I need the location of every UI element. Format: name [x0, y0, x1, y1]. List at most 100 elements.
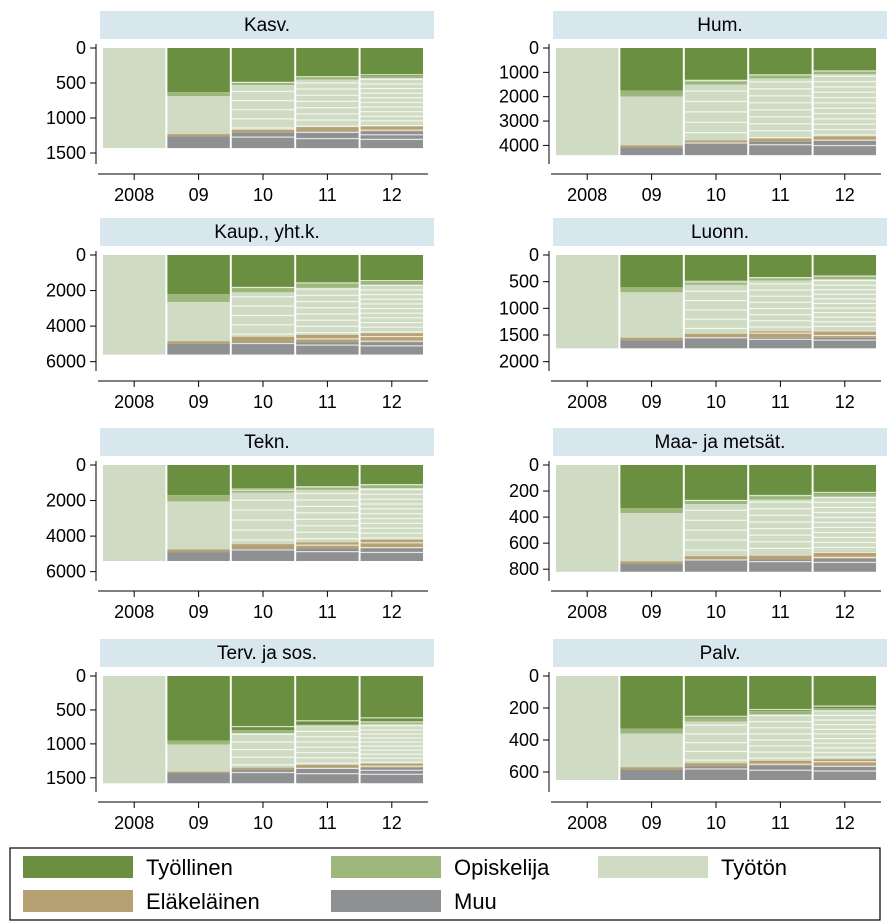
bar-segment [620, 507, 683, 514]
transition-stripe [813, 330, 877, 332]
transition-stripe [684, 549, 748, 551]
transition-stripe [296, 544, 359, 546]
transition-stripe [749, 521, 812, 523]
transition-stripe [813, 724, 877, 726]
panel-4: Tekn. 0 2000 4000 6000 2008 09 10 11 12 [46, 428, 434, 622]
transition-stripe [749, 326, 812, 328]
transition-stripe [231, 771, 295, 774]
transition-stripe [360, 87, 424, 90]
transition-stripe [360, 757, 424, 759]
bar-segment [296, 486, 359, 490]
transition-stripe [749, 301, 812, 303]
transition-stripe [296, 107, 359, 109]
bar-segment [231, 676, 295, 731]
transition-stripe [749, 102, 812, 104]
transition-stripe [749, 547, 812, 549]
bar-segment [360, 255, 424, 282]
transition-stripe [360, 729, 424, 731]
transition-stripe [360, 517, 424, 520]
transition-stripe [296, 325, 359, 328]
transition-stripe [813, 307, 877, 309]
transition-stripe [231, 342, 295, 345]
transition-stripe [749, 109, 812, 111]
transition-stripe [231, 305, 295, 307]
bar-segment [684, 556, 748, 561]
bar-segment [231, 342, 295, 355]
transition-stripe [360, 124, 424, 127]
transition-stripe [749, 534, 812, 536]
bar-segment [749, 559, 812, 572]
bar-segment [684, 79, 748, 85]
bar-segment [749, 255, 812, 278]
transition-stripe [231, 333, 295, 335]
transition-stripe [231, 99, 295, 102]
transition-stripe [684, 90, 748, 92]
bar-segment [749, 765, 812, 780]
bar-segment [813, 276, 877, 279]
transition-stripe [360, 527, 424, 529]
transition-stripe [749, 144, 812, 146]
legend-swatch [23, 856, 133, 878]
y-tick-label: 600 [509, 533, 539, 553]
transition-stripe [296, 751, 359, 754]
x-tick-label: 12 [835, 813, 855, 833]
bar-segment [749, 331, 812, 338]
bar-segment [749, 48, 812, 75]
x-tick-label: 2008 [114, 813, 154, 833]
bar-segment [749, 138, 812, 142]
bar-segment [231, 548, 295, 561]
bar-segment [684, 337, 748, 349]
bar-segment [360, 676, 424, 723]
transition-stripe [813, 123, 877, 125]
transition-stripe [749, 554, 812, 556]
bar-segment [360, 333, 424, 343]
transition-stripe [813, 139, 877, 141]
bar-segment [620, 287, 683, 293]
panel-title: Kasv. [244, 15, 290, 36]
transition-stripe [231, 90, 295, 93]
x-tick-label: 12 [382, 392, 402, 412]
bar-segment [813, 71, 877, 75]
bar-segment [749, 554, 812, 560]
bar-segment [360, 763, 424, 768]
bar-segment [167, 96, 230, 135]
transition-stripe [813, 516, 877, 519]
y-tick-label: 6000 [46, 352, 86, 372]
transition-stripe [813, 144, 877, 147]
transition-stripe [684, 509, 748, 511]
transition-stripe [813, 293, 877, 295]
bar-segment [296, 726, 359, 765]
transition-stripe [813, 96, 877, 99]
transition-stripe [749, 338, 812, 340]
y-tick-label: 1500 [46, 143, 86, 163]
transition-stripe [684, 327, 748, 330]
bar-segment [360, 767, 424, 784]
bar-segment [813, 136, 877, 141]
bar-segment [749, 711, 812, 715]
y-tick-label: 0 [529, 455, 539, 475]
transition-stripe [360, 769, 424, 771]
transition-stripe [296, 773, 359, 775]
transition-stripe [231, 136, 295, 138]
bar-segment [296, 48, 359, 78]
bar-segment [167, 343, 230, 355]
transition-stripe [231, 324, 295, 326]
transition-stripe [749, 763, 812, 765]
bar-segment [231, 767, 295, 770]
y-tick-label: 0 [76, 38, 86, 58]
transition-stripe [360, 522, 424, 524]
panel-title-strip [553, 428, 887, 456]
transition-stripe [296, 294, 359, 296]
bar-segment [555, 48, 619, 156]
bar-segment [684, 465, 748, 501]
x-tick-label: 10 [706, 602, 726, 622]
y-tick-label: 6000 [46, 562, 86, 582]
transition-stripe [360, 326, 424, 328]
x-tick-label: 11 [771, 185, 790, 205]
bar-segment [813, 676, 877, 708]
transition-stripe [296, 499, 359, 501]
transition-stripe [684, 318, 748, 320]
bar-segment [813, 765, 877, 780]
transition-stripe [296, 767, 359, 770]
